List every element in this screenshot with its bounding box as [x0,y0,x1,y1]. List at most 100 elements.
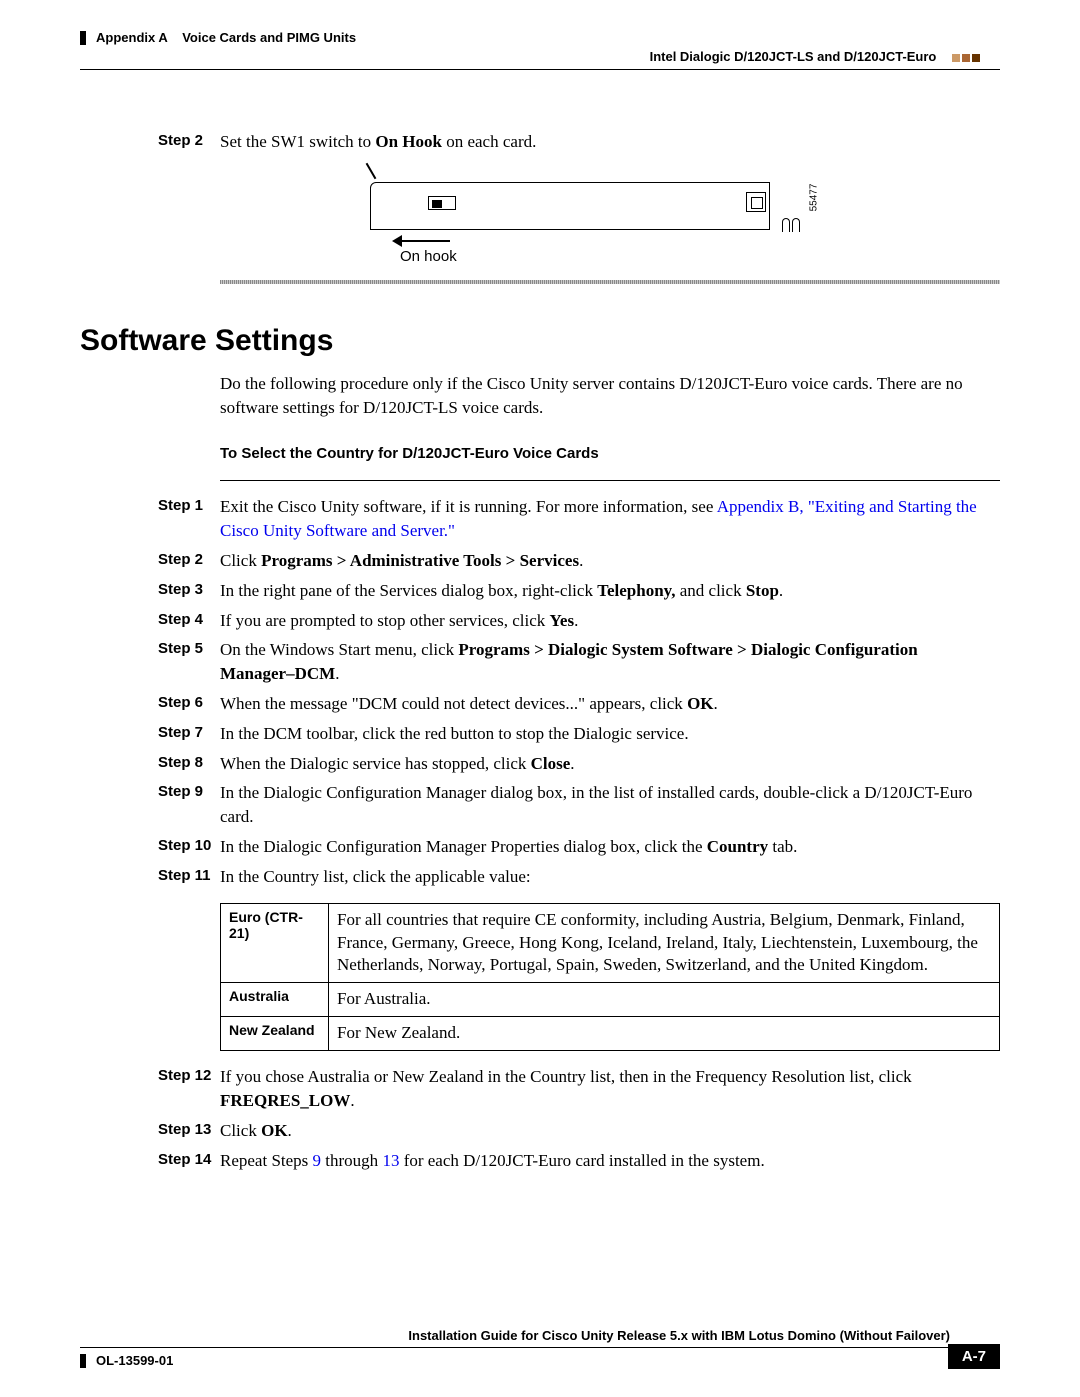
step-body: In the right pane of the Services dialog… [220,579,1000,603]
step-row: Step 8When the Dialogic service has stop… [80,752,1000,776]
bold-text: OK [261,1121,287,1140]
step-body: If you are prompted to stop other servic… [220,609,1000,633]
text: through [321,1151,382,1170]
bold-text: Programs > Administrative Tools > Servic… [261,551,579,570]
step-body: Set the SW1 switch to On Hook on each ca… [220,130,1000,154]
pre-step-row: Step 2 Set the SW1 switch to On Hook on … [80,130,1000,154]
text: On the Windows Start menu, click [220,640,458,659]
country-name: Euro (CTR-21) [221,903,329,983]
step-label: Step 13 [158,1119,220,1143]
step-label: Step 3 [158,579,220,603]
step-body: If you chose Australia or New Zealand in… [220,1065,1000,1113]
step-body: In the Country list, click the applicabl… [220,865,1000,889]
text: . [574,611,578,630]
text: . [579,551,583,570]
step-label: Step 7 [158,722,220,746]
step-row: Step 12If you chose Australia or New Zea… [80,1065,1000,1113]
text: Click [220,551,261,570]
step-label: Step 14 [158,1149,220,1173]
step-label: Step 2 [158,549,220,573]
country-desc: For Australia. [329,983,1000,1017]
table-row: New ZealandFor New Zealand. [221,1017,1000,1051]
step-row: Step 9In the Dialogic Configuration Mana… [80,781,1000,829]
step-label: Step 11 [158,865,220,889]
step-row: Step 10In the Dialogic Configuration Man… [80,835,1000,859]
footer-guide-title: Installation Guide for Cisco Unity Relea… [80,1328,1000,1343]
bold-text: FREQRES_LOW [220,1091,350,1110]
section-right-label: Intel Dialogic D/120JCT-LS and D/120JCT-… [650,49,937,64]
step-body: In the DCM toolbar, click the red button… [220,722,1000,746]
text: . [570,754,574,773]
text-bold: On Hook [375,132,442,151]
header-appendix: Appendix A Voice Cards and PIMG Units [96,30,356,45]
step-row: Step 5On the Windows Start menu, click P… [80,638,1000,686]
procedure-title: To Select the Country for D/120JCT-Euro … [220,445,1000,462]
top-rule [80,69,1000,70]
step-row: Step 4If you are prompted to stop other … [80,609,1000,633]
card-diagram: On hook 55477 [370,172,800,262]
step-label: Step 5 [158,638,220,686]
text: In the Dialogic Configuration Manager di… [220,783,972,826]
text: Exit the Cisco Unity software, if it is … [220,497,717,516]
step-body: In the Dialogic Configuration Manager di… [220,781,1000,829]
text: . [335,664,339,683]
figure-number: 55477 [809,183,820,211]
bold-text: Stop [746,581,779,600]
section-heading: Software Settings [80,324,1000,358]
country-desc: For New Zealand. [329,1017,1000,1051]
text: If you are prompted to stop other servic… [220,611,550,630]
sw1-switch-icon [428,196,456,210]
arrow-left-icon [392,235,402,247]
thin-rule [220,480,1000,481]
bold-text: Close [531,754,571,773]
chapter-label: Voice Cards and PIMG Units [182,30,356,45]
step-label: Step 4 [158,609,220,633]
step-row: Step 11In the Country list, click the ap… [80,865,1000,889]
text: and click [675,581,745,600]
step-label: Step 2 [158,130,220,154]
step-row: Step 1Exit the Cisco Unity software, if … [80,495,1000,543]
bold-text: Yes [550,611,575,630]
text: When the message "DCM could not detect d… [220,694,687,713]
header-bar-icon [80,31,86,45]
step-label: Step 10 [158,835,220,859]
step-row: Step 13Click OK. [80,1119,1000,1143]
step-label: Step 1 [158,495,220,543]
text: In the DCM toolbar, click the red button… [220,724,689,743]
text: on each card. [442,132,536,151]
text: In the right pane of the Services dialog… [220,581,597,600]
text: . [288,1121,292,1140]
text: . [779,581,783,600]
step-label: Step 6 [158,692,220,716]
step-label: Step 12 [158,1065,220,1113]
step-body: On the Windows Start menu, click Program… [220,638,1000,686]
text: . [714,694,718,713]
text: In the Country list, click the applicabl… [220,867,531,886]
bold-text: Telephony, [597,581,675,600]
step-body: Exit the Cisco Unity software, if it is … [220,495,1000,543]
country-desc: For all countries that require CE confor… [329,903,1000,983]
table-row: AustraliaFor Australia. [221,983,1000,1017]
intro-paragraph: Do the following procedure only if the C… [220,372,1000,420]
text: If you chose Australia or New Zealand in… [220,1067,912,1086]
link-text[interactable]: 9 [313,1151,322,1170]
header-row: Appendix A Voice Cards and PIMG Units [80,30,1000,45]
step-label: Step 8 [158,752,220,776]
step-row: Step 2Click Programs > Administrative To… [80,549,1000,573]
link-text[interactable]: 13 [382,1151,399,1170]
doc-id: OL-13599-01 [96,1353,173,1368]
text: Set the SW1 switch to [220,132,375,151]
jack-icon [746,192,766,212]
footer-bar-icon [80,1354,86,1368]
step-body: Click OK. [220,1119,1000,1143]
section-rule [220,280,1000,284]
header-right: Intel Dialogic D/120JCT-LS and D/120JCT-… [80,49,1000,65]
text: Repeat Steps [220,1151,313,1170]
bold-text: OK [687,694,713,713]
onhook-label: On hook [400,248,457,265]
step-label: Step 9 [158,781,220,829]
step-body: When the message "DCM could not detect d… [220,692,1000,716]
country-table: Euro (CTR-21)For all countries that requ… [220,903,1000,1052]
step-row: Step 7In the DCM toolbar, click the red … [80,722,1000,746]
country-name: Australia [221,983,329,1017]
